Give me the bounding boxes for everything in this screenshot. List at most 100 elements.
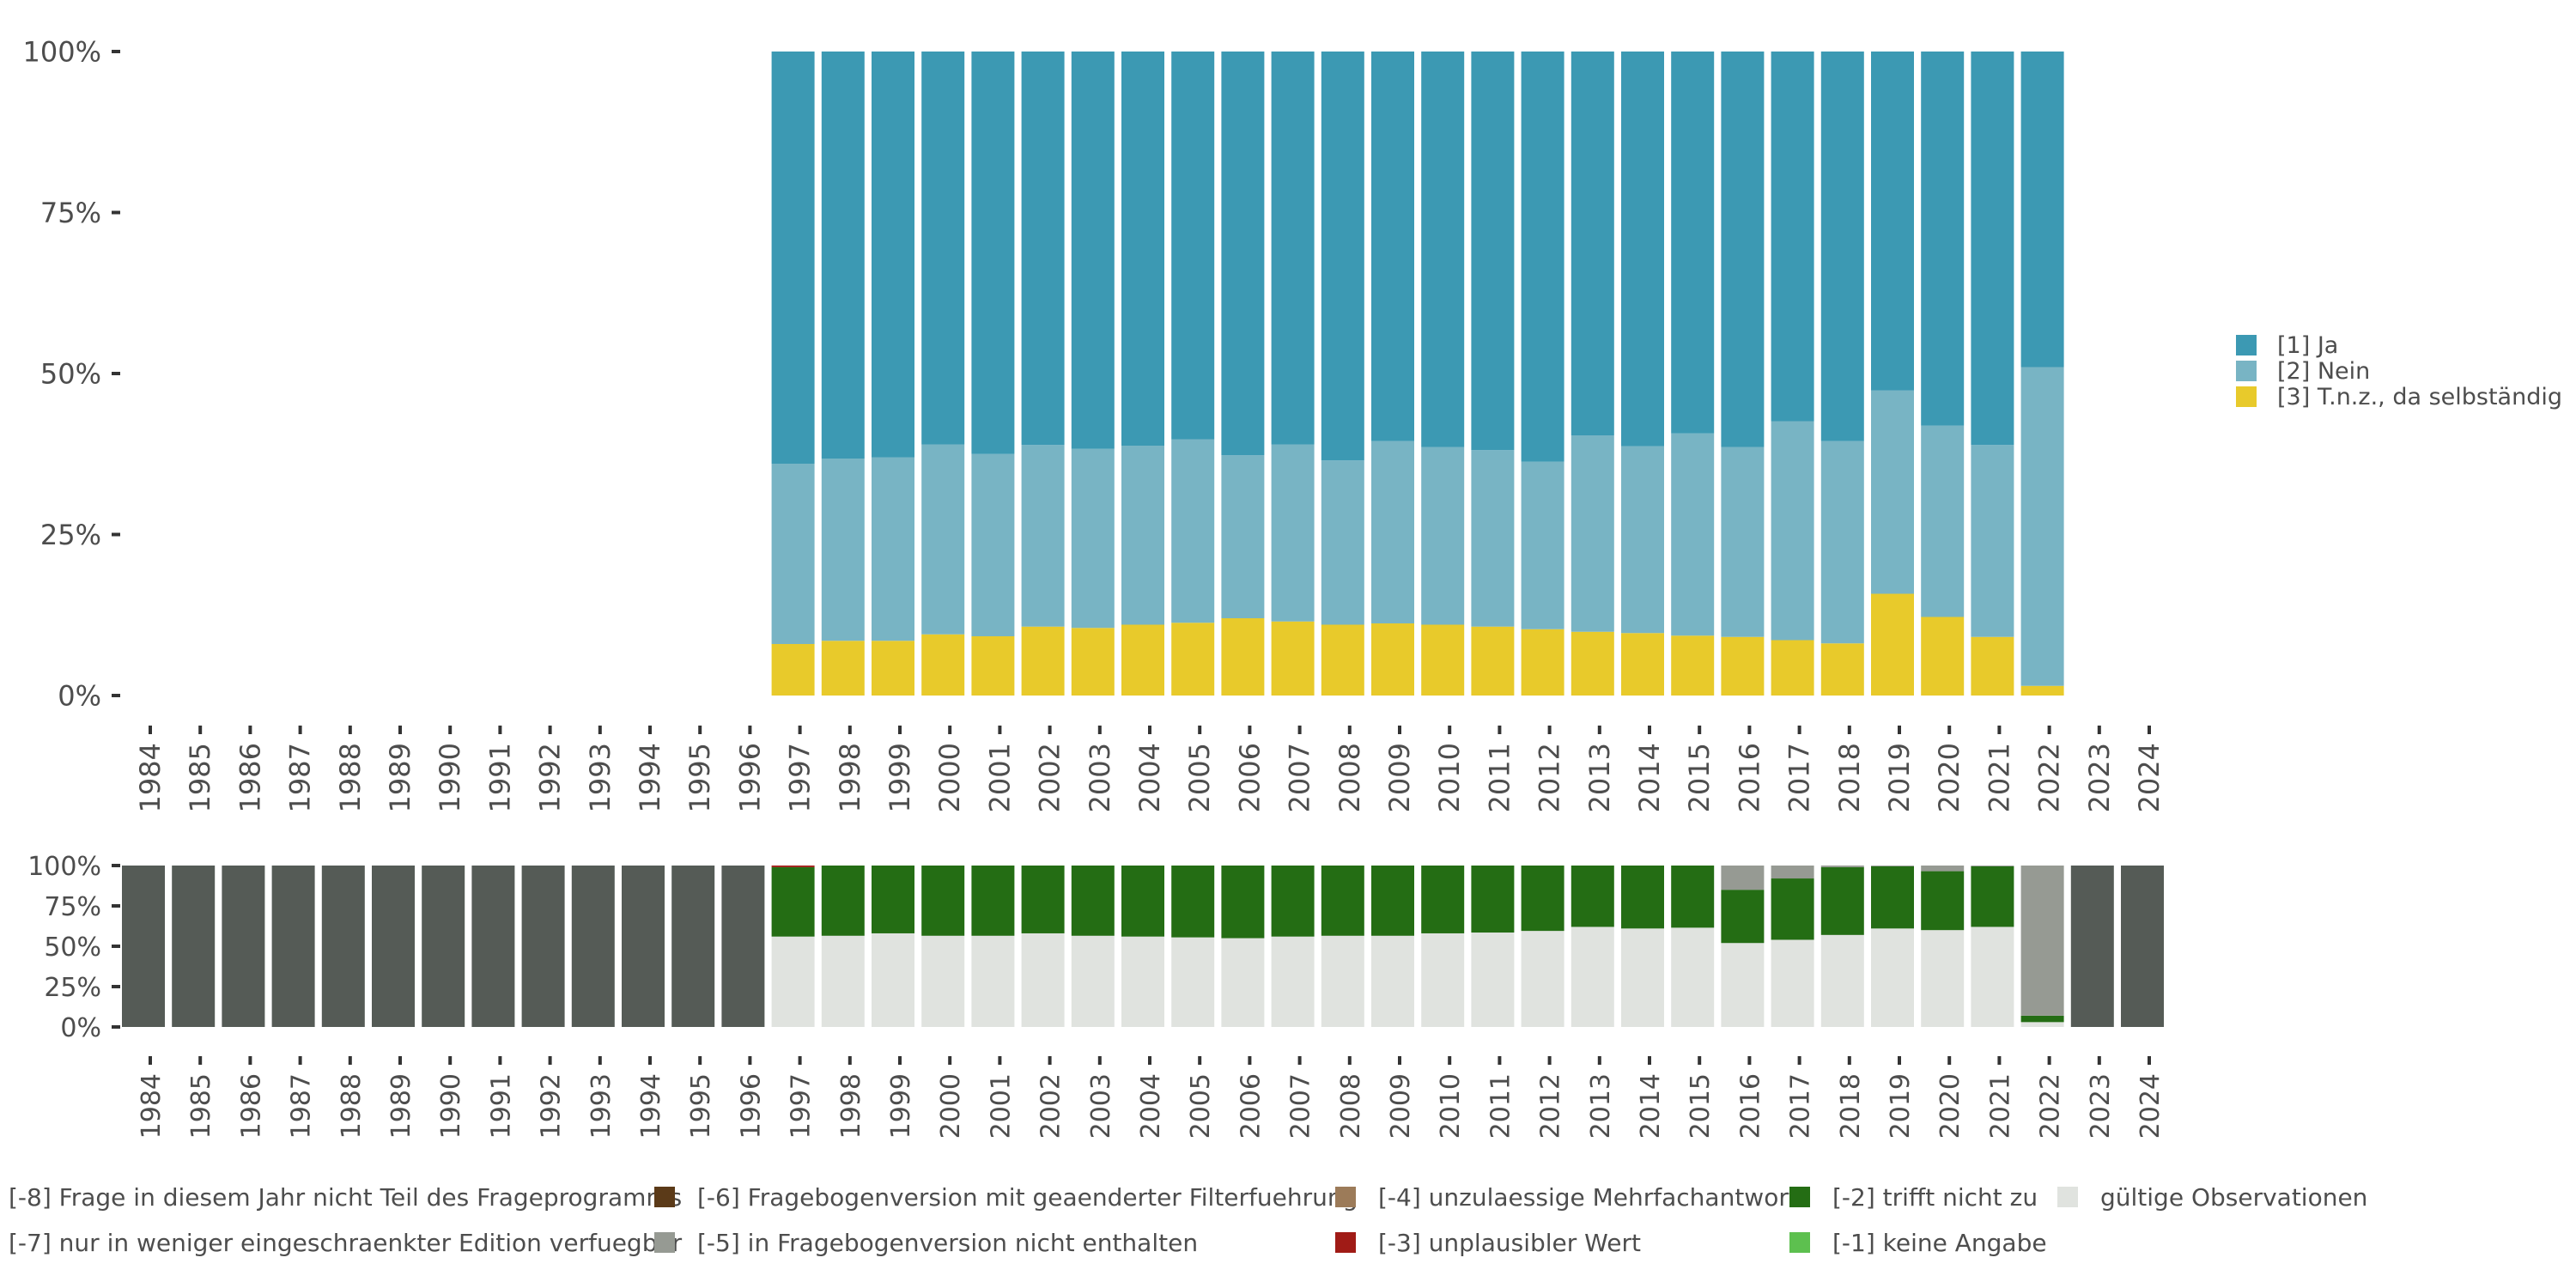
x-tick-label: 2004 [1133, 743, 1166, 812]
bar-3-t-n-z-da-selbst-ndig-2008 [1321, 624, 1364, 696]
x-tick-label: 2020 [1933, 743, 1965, 812]
x-tick-label: 2005 [1183, 743, 1216, 812]
x-tick-label: 2018 [1836, 1073, 1866, 1139]
x-tick-label: 1984 [134, 743, 167, 812]
bar-1-ja-2011 [1471, 52, 1515, 451]
bar-g-ltige-observationen-2021 [1971, 927, 2014, 1027]
bar-1-ja-2014 [1621, 52, 1664, 447]
bar-1-ja-2002 [1021, 52, 1065, 446]
x-tick-label: 1998 [836, 1073, 866, 1139]
x-tick-label: 2012 [1536, 1073, 1566, 1139]
legend-swatch-1-ja [2236, 335, 2257, 355]
bar-g-ltige-observationen-2003 [1071, 935, 1115, 1027]
bar-2-trifft-nicht-zu-2017 [1771, 878, 1814, 940]
x-tick-label: 2006 [1236, 1073, 1266, 1139]
bar-3-t-n-z-da-selbst-ndig-2013 [1571, 631, 1614, 696]
legend-label-1-keine-angabe: [-1] keine Angabe [1832, 1229, 2047, 1257]
x-tick-label: 1990 [434, 743, 466, 812]
x-tick-label: 2010 [1433, 743, 1466, 812]
bar-1-ja-2021 [1971, 52, 2014, 446]
bar-3-t-n-z-da-selbst-ndig-2004 [1121, 624, 1164, 696]
bar-8-frage-in-diesem-jahr-nicht-teil-des-frageprogramms-1985 [172, 866, 216, 1027]
x-tick-label: 1992 [534, 743, 567, 812]
bar-2-nein-2008 [1321, 460, 1364, 625]
x-tick-label: 2019 [1886, 1073, 1916, 1139]
bar-1-ja-2001 [971, 52, 1015, 454]
bar-g-ltige-observationen-2004 [1121, 936, 1164, 1027]
x-tick-label: 1989 [386, 1073, 416, 1139]
bar-2-trifft-nicht-zu-2016 [1721, 890, 1765, 944]
bar-1-ja-2010 [1421, 52, 1465, 447]
bar-3-t-n-z-da-selbst-ndig-2016 [1721, 636, 1765, 696]
bar-2-trifft-nicht-zu-2022 [2020, 1015, 2064, 1023]
bar-2-trifft-nicht-zu-2012 [1521, 866, 1564, 932]
x-tick-label: 2021 [1983, 743, 2015, 812]
bar-5-in-fragebogenversion-nicht-enthalten-2022 [2020, 866, 2064, 1016]
bar-3-t-n-z-da-selbst-ndig-2001 [971, 636, 1015, 696]
x-tick-label: 1988 [337, 1073, 367, 1139]
x-tick-label: 1997 [787, 1073, 817, 1139]
x-tick-label: 2014 [1633, 743, 1666, 812]
bar-2-nein-2012 [1521, 461, 1564, 629]
x-tick-label: 1989 [384, 743, 416, 812]
bar-1-ja-2020 [1921, 52, 1965, 426]
legend-label-4-unzulaessige-mehrfachantwort: [-4] unzulaessige Mehrfachantwort [1378, 1183, 1798, 1212]
bar-8-frage-in-diesem-jahr-nicht-teil-des-frageprogramms-1995 [671, 866, 715, 1027]
x-tick-label: 2018 [1833, 743, 1866, 812]
bar-2-nein-2011 [1471, 450, 1515, 627]
x-tick-label: 1993 [586, 1073, 617, 1139]
legend-swatch-6-fragebogenversion-mit-geaenderter-filterfuehrung [654, 1187, 675, 1207]
bar-8-frage-in-diesem-jahr-nicht-teil-des-frageprogramms-1989 [372, 866, 415, 1027]
bar-2-trifft-nicht-zu-2018 [1820, 866, 1864, 935]
bar-5-in-fragebogenversion-nicht-enthalten-2020 [1921, 866, 1965, 872]
bar-2-trifft-nicht-zu-2004 [1121, 866, 1164, 937]
bar-2-trifft-nicht-zu-2005 [1171, 866, 1215, 938]
bar-3-t-n-z-da-selbst-ndig-2018 [1820, 643, 1864, 696]
x-tick-label: 2009 [1383, 743, 1416, 812]
legend-swatch-1-keine-angabe [1789, 1232, 1810, 1253]
main-chart: 0% 25% 50% 75% 100% 1984 1985 1986 1987 1988 1989 1… [23, 36, 2166, 813]
missing-chart: 0% 25% 50% 75% 100% 1984 1985 1986 1987 1988 1989 1… [27, 852, 2166, 1139]
bar-g-ltige-observationen-2006 [1221, 938, 1265, 1027]
bar-2-trifft-nicht-zu-2002 [1021, 866, 1065, 933]
x-tick-label: 1992 [537, 1073, 567, 1139]
bar-5-in-fragebogenversion-nicht-enthalten-2017 [1771, 866, 1814, 879]
bar-g-ltige-observationen-2007 [1271, 936, 1315, 1027]
bar-3-t-n-z-da-selbst-ndig-2007 [1271, 621, 1315, 696]
bar-g-ltige-observationen-2019 [1871, 928, 1914, 1027]
bar-3-t-n-z-da-selbst-ndig-1999 [872, 641, 914, 696]
bar-g-ltige-observationen-2014 [1621, 928, 1664, 1027]
bar-2-nein-2001 [971, 453, 1015, 636]
y-tick-label: 75% [44, 892, 101, 922]
legend-swatch-g-ltige-observationen [2057, 1187, 2078, 1207]
bar-1-ja-1997 [771, 52, 815, 464]
bar-g-ltige-observationen-2005 [1171, 937, 1215, 1027]
bar-2-nein-2009 [1371, 440, 1414, 623]
y-tick-label: 50% [44, 933, 101, 963]
x-tick-label: 1987 [284, 743, 317, 812]
bar-1-ja-2012 [1521, 52, 1564, 462]
x-tick-label: 1999 [886, 1073, 916, 1139]
bar-2-trifft-nicht-zu-2019 [1871, 866, 1914, 929]
bar-2-nein-2007 [1271, 444, 1315, 622]
y-tick-label: 25% [40, 519, 101, 551]
bar-1-ja-2004 [1121, 52, 1164, 446]
bar-g-ltige-observationen-2010 [1421, 933, 1465, 1027]
bar-g-ltige-observationen-2017 [1771, 939, 1814, 1027]
bar-3-t-n-z-da-selbst-ndig-2011 [1471, 626, 1515, 696]
x-tick-label: 1995 [683, 743, 716, 812]
x-tick-label: 2008 [1336, 1073, 1366, 1139]
bar-g-ltige-observationen-2020 [1921, 930, 1965, 1027]
bar-1-ja-2007 [1271, 52, 1315, 445]
bar-2-trifft-nicht-zu-1999 [872, 866, 914, 933]
x-tick-label: 2000 [933, 743, 966, 812]
x-tick-label: 2000 [936, 1073, 966, 1139]
bar-g-ltige-observationen-2009 [1371, 935, 1414, 1027]
bar-1-ja-2008 [1321, 52, 1364, 461]
x-tick-label: 1993 [584, 743, 617, 812]
x-tick-label: 2009 [1386, 1073, 1416, 1139]
x-tick-label: 1986 [236, 1073, 266, 1139]
bar-8-frage-in-diesem-jahr-nicht-teil-des-frageprogramms-1992 [521, 866, 565, 1027]
bar-3-t-n-z-da-selbst-ndig-1998 [821, 641, 865, 696]
